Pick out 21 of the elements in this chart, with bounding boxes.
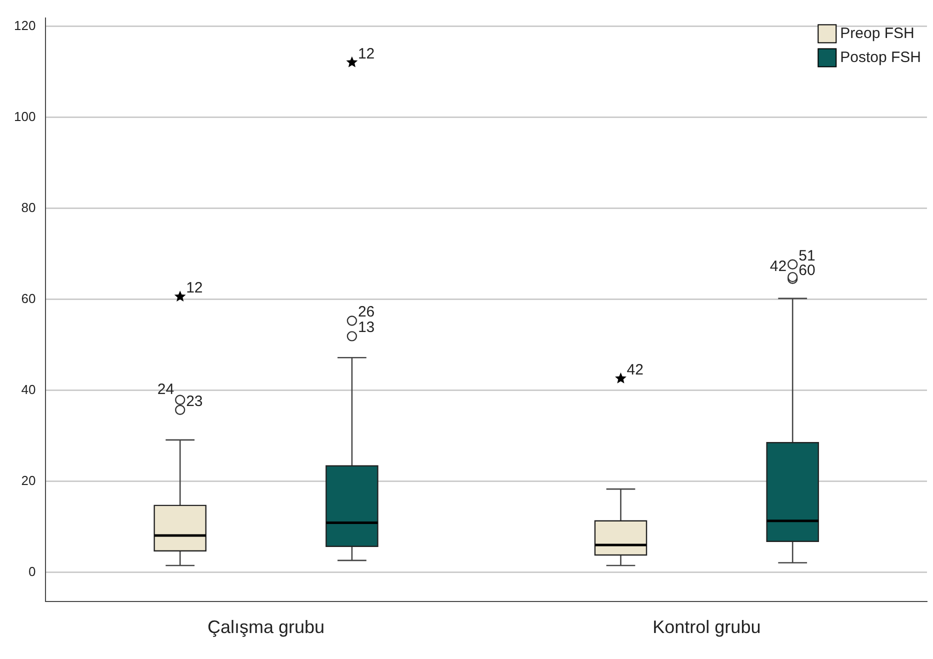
legend-label: Postop FSH (840, 48, 922, 66)
y-tick-label: 60 (21, 290, 36, 306)
annotation: 13 (358, 319, 375, 336)
annotation: 12 (358, 45, 375, 62)
y-tick-label: 80 (21, 200, 36, 215)
annotation: 51 (798, 247, 816, 264)
legend-label: Preop FSH (840, 24, 914, 42)
y-tick-label: 100 (14, 108, 36, 124)
y-tick-label: 120 (14, 18, 36, 34)
y-tick-label: 0 (28, 564, 36, 579)
annotation: 42 (770, 258, 787, 276)
annotation: 42 (626, 362, 644, 379)
x-tick-label: Çalışma grubu (207, 617, 325, 638)
annotation: 60 (798, 262, 816, 279)
annotation: 12 (186, 280, 203, 297)
annotation: 23 (186, 392, 203, 410)
x-tick-label: Kontrol grubu (652, 617, 761, 638)
y-tick-label: 40 (21, 382, 36, 397)
y-tick-label: 20 (21, 472, 36, 488)
annotation: 24 (157, 380, 174, 398)
annotation: 26 (358, 304, 375, 321)
